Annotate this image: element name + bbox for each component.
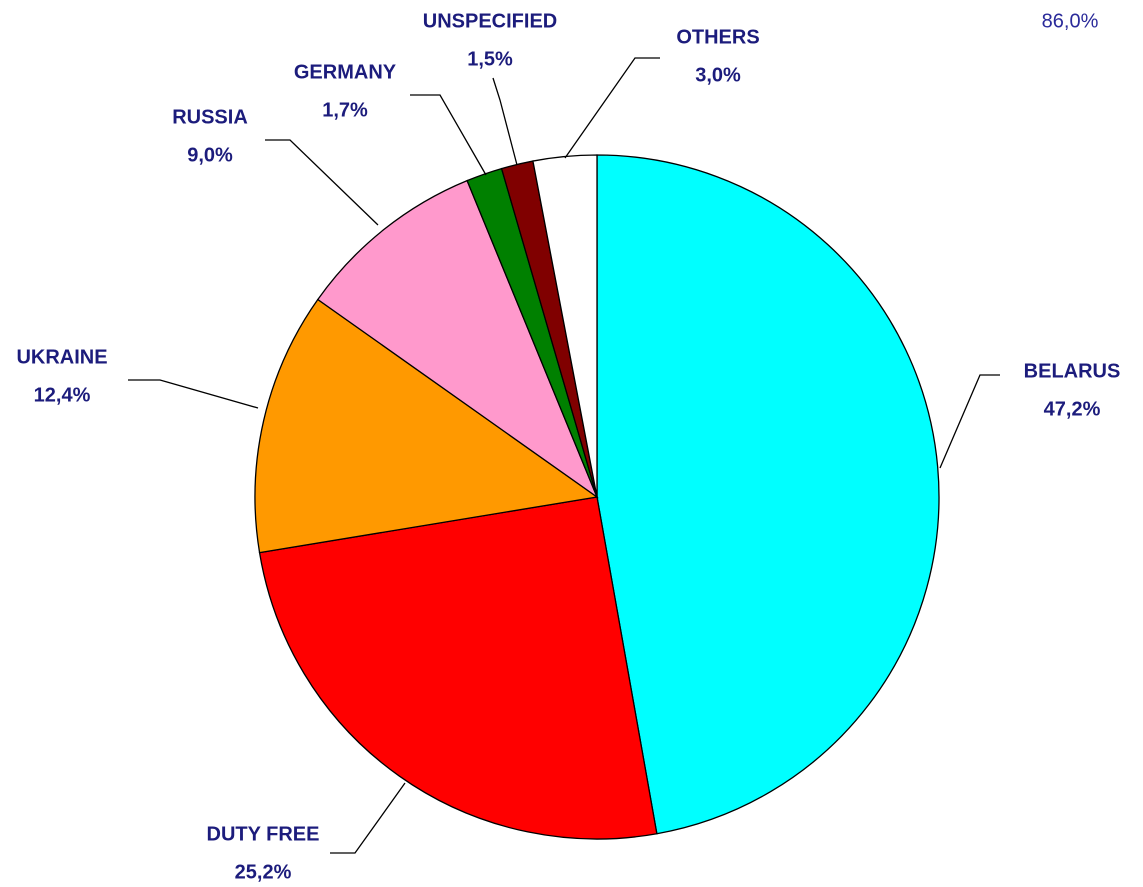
pie-slice	[254, 298, 599, 554]
pie-slice	[532, 154, 598, 498]
slice-value-label: 25,2%	[235, 861, 292, 883]
slice-value-label: 47,2%	[1044, 398, 1101, 420]
slice-label: UNSPECIFIED	[423, 10, 557, 32]
slice-label: BELARUS	[1024, 360, 1121, 382]
annotation: 86,0%	[1042, 10, 1099, 32]
slice-value-label: 3,0%	[695, 64, 741, 86]
leader-line	[265, 139, 379, 226]
slice-label: DUTY FREE	[207, 823, 320, 845]
pie-slice	[258, 496, 658, 840]
slice-value-label: 9,0%	[187, 144, 233, 166]
pie-slice	[316, 179, 599, 499]
slice-value-label: 1,7%	[322, 99, 368, 121]
slice-label: GERMANY	[294, 61, 397, 83]
leader-line	[564, 57, 660, 159]
leader-line	[410, 94, 487, 176]
slice-label: RUSSIA	[172, 106, 248, 128]
leader-line	[128, 379, 259, 409]
leader-line	[492, 77, 518, 166]
slice-label: UKRAINE	[16, 346, 107, 368]
pie-slice	[596, 154, 940, 835]
slice-value-label: 12,4%	[34, 384, 91, 406]
leader-line	[330, 782, 406, 854]
leader-line	[939, 374, 1000, 469]
slice-label: OTHERS	[676, 26, 759, 48]
slice-value-label: 1,5%	[467, 48, 513, 70]
